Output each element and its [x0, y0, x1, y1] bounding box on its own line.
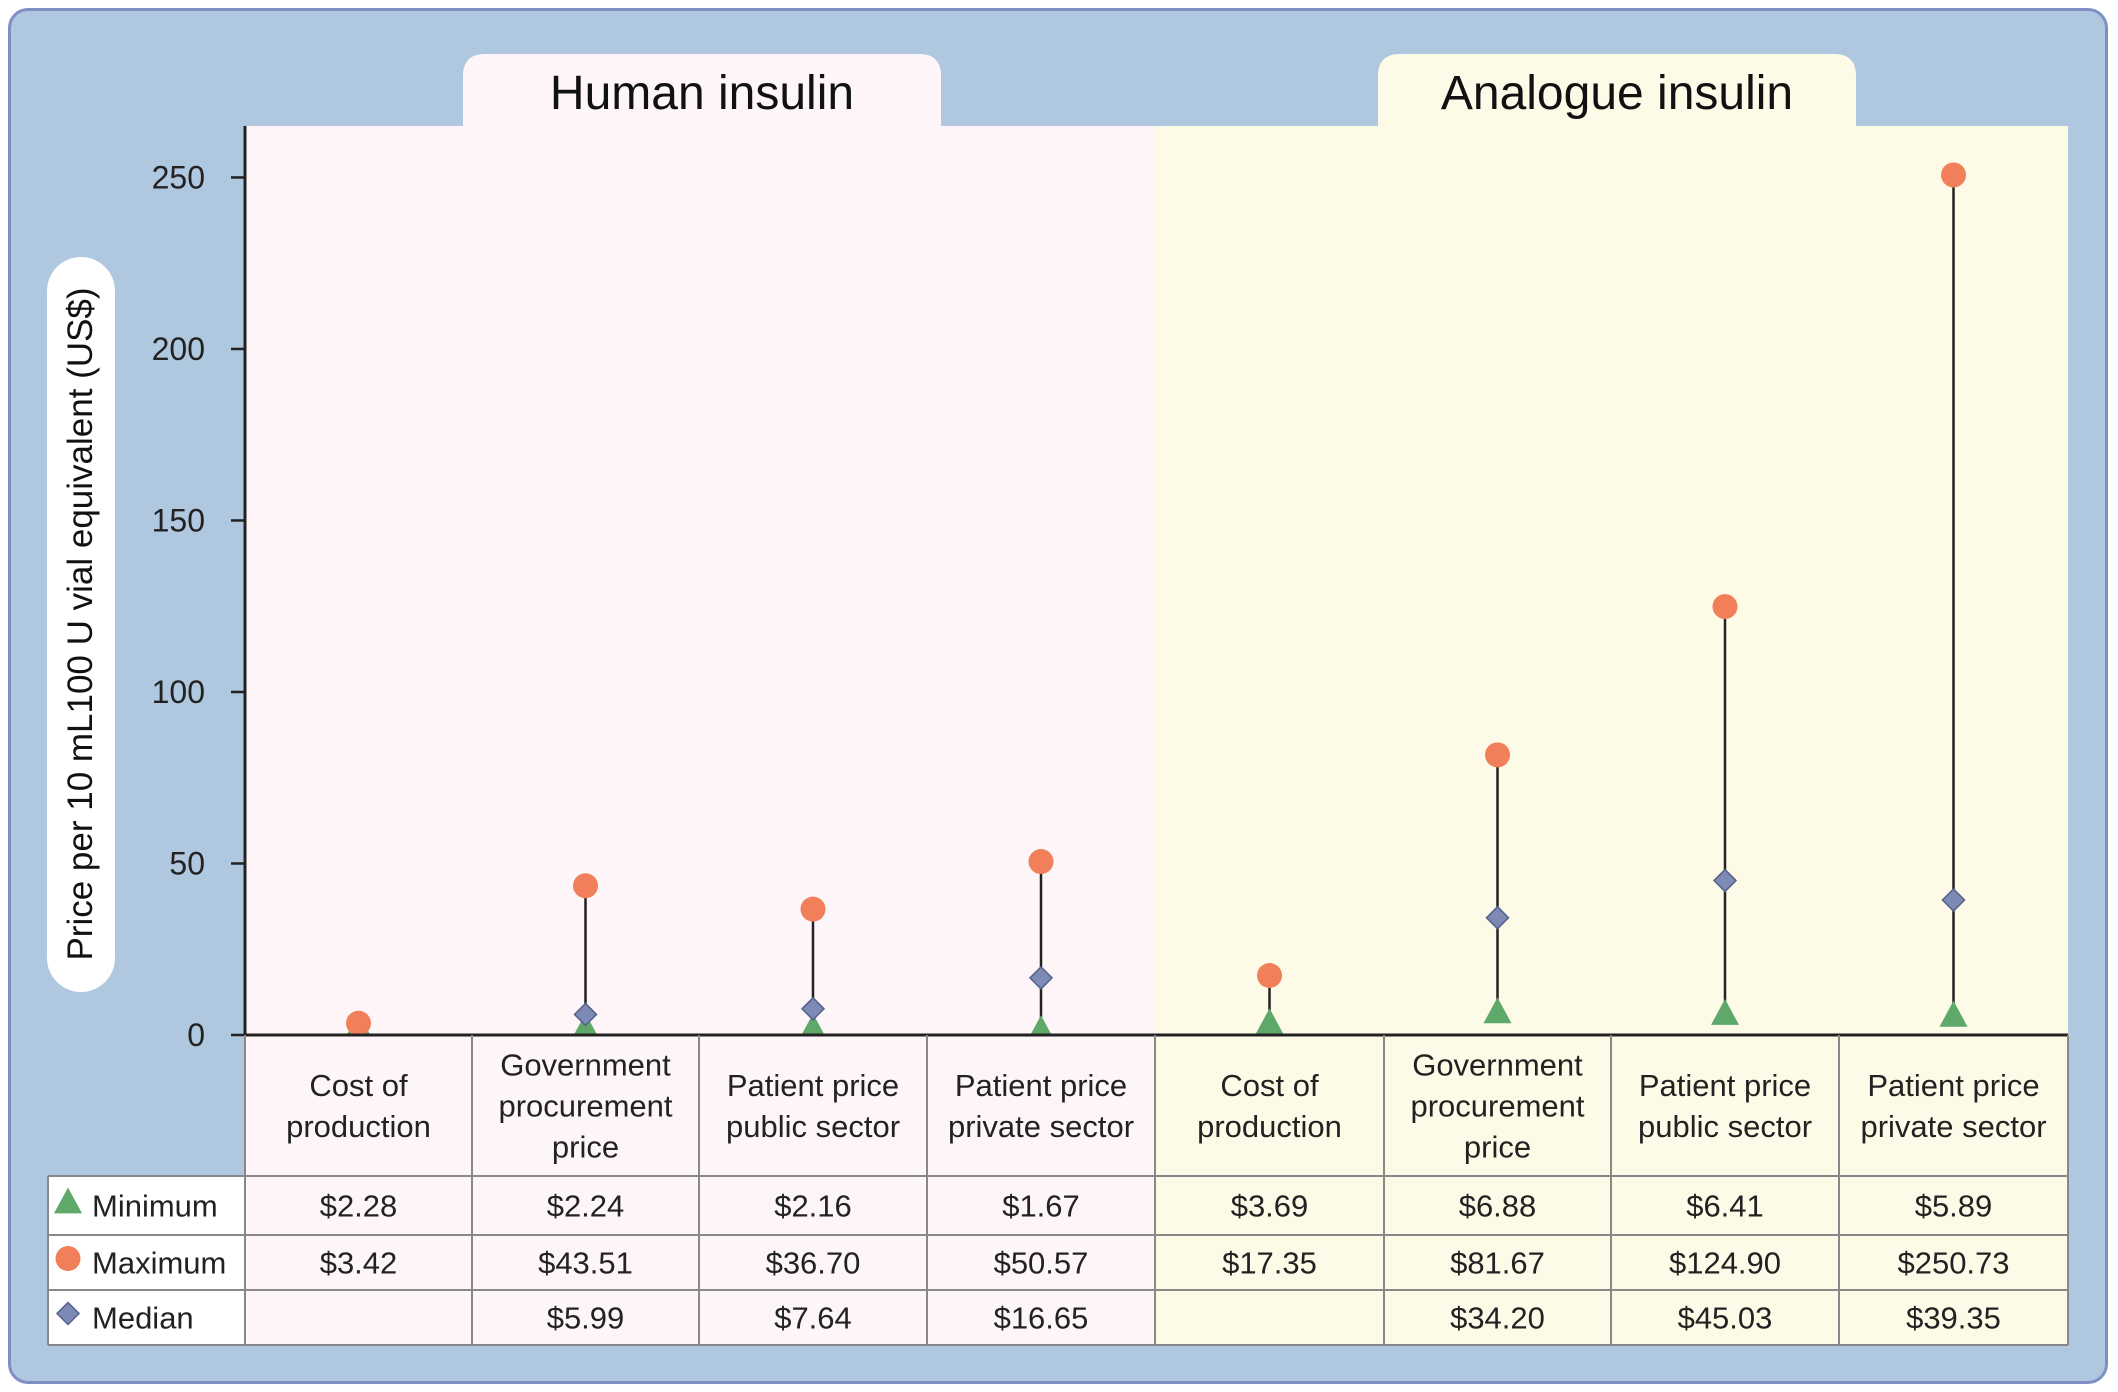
- minimum-value-label: $3.69: [1231, 1189, 1309, 1224]
- category-label: price: [552, 1130, 619, 1165]
- y-axis-title: Price per 10 mL100 U vial equivalent (US…: [61, 287, 100, 960]
- minimum-marker: [1711, 999, 1739, 1025]
- minimum-value-label: $6.41: [1686, 1189, 1764, 1224]
- maximum-value-label: $17.35: [1222, 1246, 1317, 1281]
- analogue-insulin-tab-title: Analogue insulin: [1441, 67, 1793, 120]
- maximum-marker: [1712, 594, 1738, 620]
- median-value-label: $16.65: [994, 1301, 1089, 1336]
- legend-median-label: Median: [92, 1301, 194, 1336]
- median-marker: [1028, 965, 1054, 990]
- category-label: procurement: [1410, 1089, 1584, 1124]
- minimum-value-label: $2.16: [774, 1189, 852, 1224]
- maximum-value-label: $43.51: [538, 1246, 633, 1281]
- category-label: Government: [500, 1048, 671, 1083]
- y-tick-label-250: 250: [152, 159, 205, 195]
- minimum-value-label: $5.89: [1915, 1189, 1993, 1224]
- human-insulin-tab-title: Human insulin: [550, 67, 854, 120]
- category-label: private sector: [1860, 1109, 2046, 1144]
- analogue-insulin-panel: [1155, 126, 2068, 1035]
- maximum-marker: [1485, 742, 1510, 768]
- category-label: Patient price: [727, 1068, 899, 1103]
- category-label: Cost of: [1220, 1068, 1319, 1103]
- minimum-marker: [1939, 1000, 1968, 1027]
- minimum-marker: [1255, 1008, 1284, 1035]
- category-label: public sector: [1638, 1109, 1812, 1144]
- maximum-marker: [573, 873, 598, 899]
- median-marker: [573, 1002, 598, 1027]
- median-marker: [1485, 905, 1510, 930]
- minimum-value-label: $2.28: [320, 1189, 398, 1224]
- category-label: private sector: [948, 1109, 1134, 1144]
- category-label: Patient price: [955, 1068, 1127, 1103]
- median-marker: [1712, 868, 1738, 893]
- human-insulin-tab: [463, 54, 941, 130]
- y-tick-label-0: 0: [187, 1017, 205, 1053]
- legend-minimum-label: Minimum: [92, 1189, 218, 1224]
- category-label: procurement: [498, 1089, 672, 1124]
- category-label: Patient price: [1867, 1068, 2039, 1103]
- maximum-marker: [1028, 849, 1054, 875]
- category-label: production: [1197, 1109, 1342, 1144]
- maximum-marker: [346, 1010, 371, 1036]
- maximum-marker: [800, 896, 826, 922]
- maximum-value-label: $36.70: [766, 1246, 861, 1281]
- median-value-label: $7.64: [774, 1301, 852, 1336]
- minimum-marker: [1483, 997, 1512, 1024]
- category-label: public sector: [726, 1109, 900, 1144]
- legend-table-bg: [48, 1176, 245, 1345]
- data-markers: [344, 162, 1968, 1042]
- median-value-label: $39.35: [1906, 1301, 2001, 1336]
- analogue-insulin-tab: [1378, 54, 1856, 130]
- y-tick-label-200: 200: [152, 331, 205, 367]
- maximum-value-label: $81.67: [1450, 1246, 1545, 1281]
- median-value-label: $45.03: [1678, 1301, 1773, 1336]
- category-label: production: [286, 1109, 431, 1144]
- y-tick-label-100: 100: [152, 674, 205, 710]
- minimum-value-label: $6.88: [1459, 1189, 1537, 1224]
- median-marker: [1941, 887, 1966, 913]
- category-label: Patient price: [1639, 1068, 1811, 1103]
- median-marker: [800, 996, 826, 1021]
- median-value-label: $34.20: [1450, 1301, 1545, 1336]
- human-insulin-panel: [245, 126, 1155, 1035]
- category-label: price: [1464, 1130, 1531, 1165]
- category-label: Cost of: [309, 1068, 408, 1103]
- y-axis-title-box: [47, 257, 115, 992]
- legend-median-icon: [55, 1301, 81, 1326]
- y-tick-label-150: 150: [152, 502, 205, 538]
- legend-minimum-icon: [54, 1187, 82, 1214]
- maximum-value-label: $124.90: [1669, 1246, 1781, 1281]
- maximum-marker: [1257, 962, 1282, 988]
- maximum-value-label: $250.73: [1897, 1246, 2009, 1281]
- minimum-value-label: $2.24: [547, 1189, 625, 1224]
- median-value-label: $5.99: [547, 1301, 625, 1336]
- y-tick-label-50: 50: [169, 845, 205, 881]
- minimum-value-label: $1.67: [1002, 1189, 1080, 1224]
- data-table: Cost of production Government procurement pr…: [47, 1033, 2069, 1346]
- maximum-marker: [1941, 162, 1966, 188]
- y-axis: 0 50 100 150 200 250 Price per 10 mL100 U vial…: [47, 126, 247, 1053]
- minimum-marker: [799, 1013, 827, 1040]
- maximum-value-label: $3.42: [320, 1246, 398, 1281]
- chart-panels: Human insulin Analogue insulin: [245, 54, 2068, 1035]
- legend-maximum-icon: [55, 1246, 81, 1271]
- legend-maximum-label: Maximum: [92, 1246, 226, 1281]
- category-label: Government: [1412, 1048, 1583, 1083]
- maximum-value-label: $50.57: [994, 1246, 1089, 1281]
